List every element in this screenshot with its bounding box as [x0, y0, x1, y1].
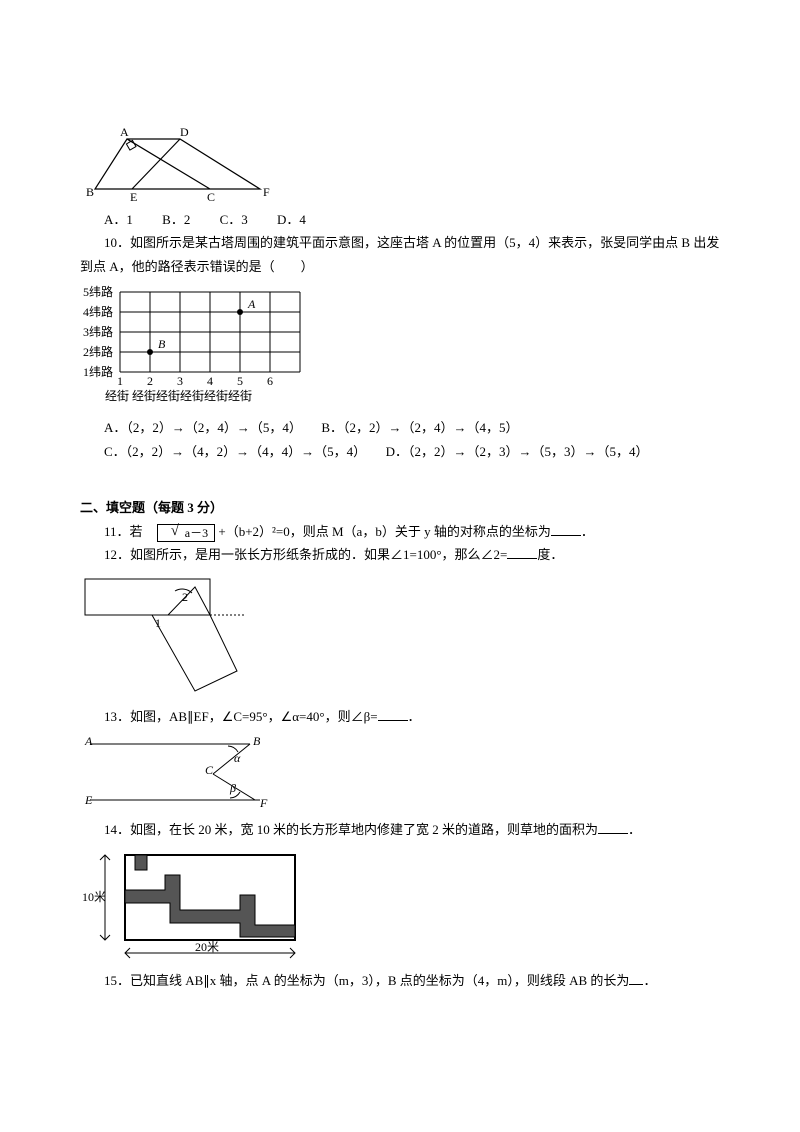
pt-F: F: [263, 185, 270, 199]
lF: F: [259, 796, 268, 810]
yl2: 2纬路: [83, 344, 113, 359]
yl4: 4纬路: [83, 304, 113, 319]
yl5: 5纬路: [83, 284, 113, 299]
q9-options: A．1 B．2 C．3 D．4: [80, 208, 720, 231]
xl3: 3: [177, 374, 183, 388]
yl3: 3纬路: [83, 324, 113, 339]
q11-after2: ．: [581, 524, 594, 539]
xl4: 4: [207, 374, 213, 388]
xl2: 2: [147, 374, 153, 388]
q9-opt-d: D．4: [277, 212, 306, 227]
la: α: [234, 751, 241, 765]
q12-text: 12．如图所示，是用一张长方形纸条折成的．如果∠1=100°，那么∠2=度．: [80, 543, 720, 566]
q9-figure: A D B E C F: [80, 124, 280, 204]
x20: 20米: [195, 940, 219, 954]
grid-pt-A: A: [247, 297, 256, 311]
q15-text: 15．已知直线 AB∥x 轴，点 A 的坐标为（m，3），B 点的坐标为（4，m…: [80, 969, 720, 992]
q12-figure: 1 2: [80, 571, 250, 701]
ang1: 1: [155, 616, 161, 630]
q11-text: 11．若 a－3 +（b+2）²=0，则点 M（a，b）关于 y 轴的对称点的坐…: [80, 520, 720, 543]
lC: C: [205, 763, 214, 777]
yl1: 1纬路: [83, 364, 113, 379]
q9-opt-b: B．2: [162, 212, 190, 227]
sqrt-icon: a－3: [157, 524, 215, 542]
pt-E: E: [130, 190, 137, 204]
pt-D: D: [180, 125, 189, 139]
q11-blank: [551, 522, 581, 536]
q11-after1: +（b+2）²=0，则点 M（a，b）关于 y 轴的对称点的坐标为: [218, 524, 550, 539]
q10-optA: A．（2，2）→（2，4）→（5，4） B．（2，2）→（2，4）→（4，5）: [80, 416, 720, 439]
pt-B: B: [86, 185, 94, 199]
q14-text: 14．如图，在长 20 米，宽 10 米的长方形草地内修建了宽 2 米的道路，则…: [80, 818, 720, 841]
xl1: 1: [117, 374, 123, 388]
q10-text: 10．如图所示是某古塔周围的建筑平面示意图，这座古塔 A 的位置用（5，4）来表…: [80, 231, 720, 278]
q10-figure: A B 5纬路 4纬路 3纬路 2纬路 1纬路 1 2 3 4 5 6 经街 经…: [80, 282, 310, 412]
q11-before: 11．若: [104, 524, 143, 539]
xbottom: 经街 经街经街经街经街经街: [105, 389, 252, 403]
lE: E: [84, 793, 93, 807]
q10-optC: C．（2，2）→（4，2）→（4，4）→（5，4） D．（2，2）→（2，3）→…: [80, 440, 720, 463]
q13-blank: [378, 707, 408, 721]
pt-C: C: [207, 190, 215, 204]
grid-pt-B: B: [158, 337, 166, 351]
xl5: 5: [237, 374, 243, 388]
xl6: 6: [267, 374, 273, 388]
lb: β: [229, 781, 236, 795]
section-2-title: 二、填空题（每题 3 分）: [80, 496, 720, 519]
q12-blank: [507, 545, 537, 559]
lA: A: [84, 734, 93, 748]
q9-opt-c: C．3: [220, 212, 248, 227]
lB: B: [253, 734, 261, 748]
q13-figure: A B C E F α β: [80, 732, 300, 814]
q14-figure: 10米 20米: [80, 845, 310, 965]
q14-blank: [598, 820, 628, 834]
y10: 10米: [82, 890, 106, 904]
pt-A: A: [120, 125, 129, 139]
q13-text: 13．如图，AB∥EF，∠C=95°，∠α=40°，则∠β=．: [80, 705, 720, 728]
ang2: 2: [182, 590, 188, 604]
q15-blank: [629, 971, 643, 985]
q9-opt-a: A．1: [104, 212, 133, 227]
